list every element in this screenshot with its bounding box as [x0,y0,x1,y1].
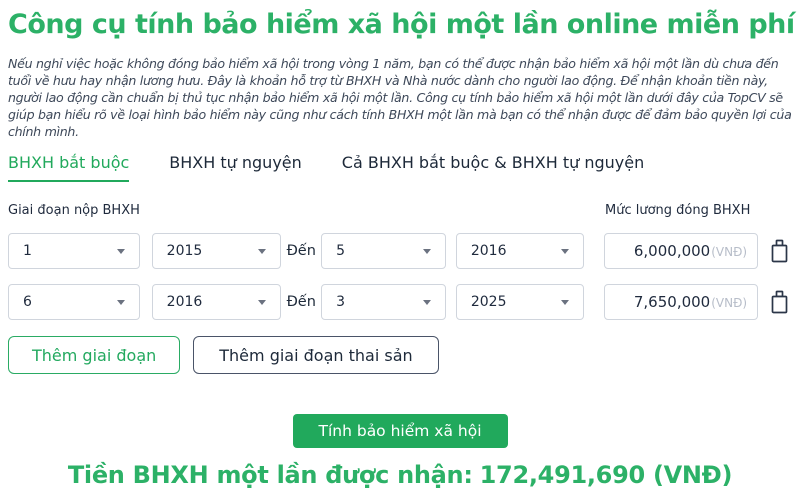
salary-label: Mức lương đóng BHXH [605,203,751,218]
currency-suffix: (VNĐ) [711,245,748,259]
bhxh-calculator-page: Công cụ tính bảo hiểm xã hội một lần onl… [0,8,800,489]
to-month-select[interactable]: 3 [321,284,446,320]
from-month-select[interactable]: 1 [8,233,140,269]
add-maternity-period-button[interactable]: Thêm giai đoạn thai sản [193,336,439,374]
page-title: Công cụ tính bảo hiểm xã hội một lần onl… [8,9,800,40]
tab-bhxh-tu-nguyen[interactable]: BHXH tự nguyện [169,153,302,172]
from-month-value: 6 [23,294,32,310]
from-month-select[interactable]: 6 [8,284,140,320]
insurance-type-tabs: BHXH bắt buộc BHXH tự nguyện Cả BHXH bắt… [8,153,792,182]
to-month-select[interactable]: 5 [321,233,446,269]
form-labels-row: Giai đoạn nộp BHXH Mức lương đóng BHXH [8,203,792,218]
chevron-down-icon [422,248,431,254]
period-label: Giai đoạn nộp BHXH [8,203,140,218]
from-year-select[interactable]: 2015 [151,233,282,269]
to-month-value: 3 [336,294,346,310]
to-year-select[interactable]: 2025 [455,284,584,320]
salary-value: 7,650,000 [633,293,711,311]
salary-input[interactable]: 6,000,000 (VNĐ) [603,233,759,269]
to-year-select[interactable]: 2016 [455,233,584,269]
calculate-button[interactable]: Tính bảo hiểm xã hội [292,414,508,448]
chevron-down-icon [116,248,125,254]
from-month-value: 1 [23,243,32,259]
delete-row-button[interactable] [766,236,792,266]
trash-icon [771,290,787,314]
chevron-down-icon [116,299,125,305]
calculate-row: Tính bảo hiểm xã hội [8,414,792,448]
from-year-value: 2016 [166,294,203,310]
from-year-value: 2015 [166,243,203,259]
from-year-select[interactable]: 2016 [151,284,282,320]
salary-input[interactable]: 7,650,000 (VNĐ) [603,284,759,320]
chevron-down-icon [560,299,569,305]
to-year-value: 2016 [470,243,507,259]
chevron-down-icon [258,248,267,254]
to-label: Đến [286,294,316,310]
delete-row-button[interactable] [766,287,792,317]
period-row-1: 1 2015 Đến 5 2016 6,000,000 (VNĐ) [8,233,792,269]
chevron-down-icon [422,299,431,305]
tab-bhxh-both[interactable]: Cả BHXH bắt buộc & BHXH tự nguyện [341,153,645,172]
trash-icon [771,239,787,263]
result-line: Tiền BHXH một lần được nhận: 172,491,690 … [8,461,792,489]
to-label: Đến [286,243,316,259]
chevron-down-icon [258,299,267,305]
tab-bhxh-bat-buoc[interactable]: BHXH bắt buộc [8,153,130,182]
page-description: Nếu nghỉ việc hoặc không đóng bảo hiểm x… [8,56,792,139]
chevron-down-icon [560,248,569,254]
result-amount: 172,491,690 (VNĐ) [479,461,733,489]
salary-value: 6,000,000 [633,242,711,260]
currency-suffix: (VNĐ) [711,296,748,310]
period-row-2: 6 2016 Đến 3 2025 7,650,000 (VNĐ) [8,284,792,320]
to-year-value: 2025 [470,294,507,310]
add-period-button[interactable]: Thêm giai đoạn [8,336,181,374]
actions-row: Thêm giai đoạn Thêm giai đoạn thai sản [8,336,792,374]
result-label: Tiền BHXH một lần được nhận: [67,461,473,489]
to-month-value: 5 [336,243,346,259]
